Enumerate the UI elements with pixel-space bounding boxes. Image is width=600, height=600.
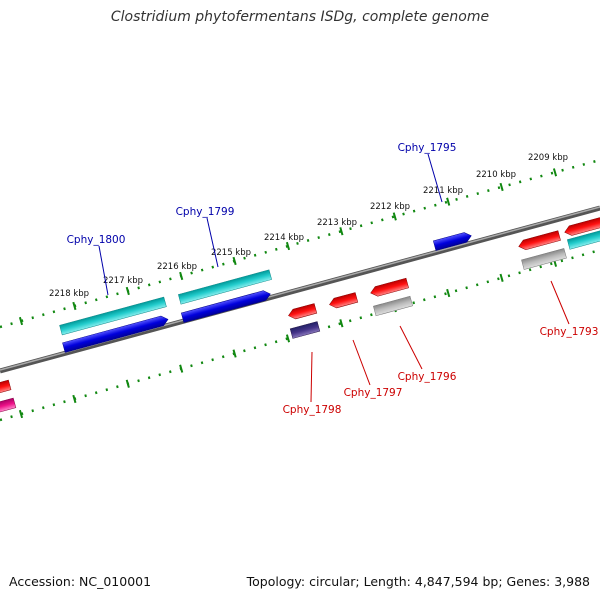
gene-label-cphy-1799[interactable]: Cphy_1799	[176, 206, 235, 218]
leader-cphy-1796	[399, 325, 423, 370]
inner-tick-4	[232, 349, 237, 358]
feature-cphy-1800-cyan[interactable]	[59, 296, 167, 336]
accession-text: Accession: NC_010001	[9, 574, 152, 589]
inner-tick-marks	[18, 258, 558, 419]
gene-cphy-1798-arrow[interactable]	[287, 303, 318, 321]
outer-tick-5	[285, 241, 291, 251]
inner-tick-1	[72, 394, 77, 404]
tick-label-3: 2215 kbp	[211, 248, 251, 258]
gene-label-cphy-1796[interactable]: Cphy_1796	[398, 371, 457, 383]
gene-cphy-1797-arrow[interactable]	[328, 292, 359, 310]
inner-tick-5	[285, 334, 291, 343]
tick-label-9: 2209 kbp	[528, 153, 568, 163]
genome-backbone	[0, 205, 600, 374]
gene-cphy-1799-arrow[interactable]	[180, 289, 271, 323]
outer-tick-9	[499, 182, 504, 192]
gene-left-edge-red-arrow[interactable]	[0, 379, 12, 396]
tick-label-1: 2217 kbp	[103, 276, 143, 286]
leader-cphy-1800	[98, 245, 109, 296]
gene-cphy-1796-arrow[interactable]	[369, 277, 409, 298]
feature-left-edge-pink[interactable]	[0, 397, 17, 416]
tick-label-5: 2213 kbp	[317, 218, 357, 228]
outer-tick-6	[339, 227, 344, 236]
tick-labels: 2218 kbp 2217 kbp 2216 kbp 2215 kbp 2214 kbp…	[49, 153, 568, 299]
leader-cphy-1799	[206, 217, 219, 268]
outer-tick-4	[232, 256, 237, 266]
gene-label-cphy-1800[interactable]: Cphy_1800	[67, 234, 126, 246]
leader-cphy-1793	[550, 280, 570, 325]
tick-label-8: 2210 kbp	[476, 170, 516, 180]
gene-label-cphy-1797[interactable]: Cphy_1797	[344, 387, 403, 399]
tick-label-4: 2214 kbp	[264, 233, 304, 243]
outer-tick-7	[392, 212, 397, 221]
tick-label-2: 2216 kbp	[157, 262, 197, 272]
feature-cphy-1793-grey[interactable]	[521, 248, 567, 270]
leader-cphy-1797	[352, 339, 371, 386]
outer-tick-3	[179, 271, 184, 281]
feature-cphy-1799-cyan[interactable]	[178, 269, 272, 305]
feature-cphy-1796-grey[interactable]	[373, 295, 413, 317]
tick-label-7: 2211 kbp	[423, 186, 463, 196]
inner-tick-0	[18, 409, 24, 419]
outer-tick-0	[18, 316, 24, 326]
gene-label-cphy-1798[interactable]: Cphy_1798	[283, 404, 342, 416]
map-title: Clostridium phytofermentans ISDg, comple…	[110, 9, 490, 25]
leader-cphy-1795	[427, 153, 443, 203]
inner-tick-9	[499, 273, 504, 282]
outer-tick-marks	[18, 168, 558, 326]
outer-tick-1	[72, 301, 77, 311]
gene-label-cphy-1795[interactable]: Cphy_1795	[398, 142, 457, 154]
inner-tick-3	[179, 364, 184, 373]
leader-cphy-1798	[310, 351, 313, 403]
outer-tick-2	[125, 286, 130, 296]
gene-cphy-1800-arrow[interactable]	[62, 314, 170, 353]
feature-cphy-1798-dark[interactable]	[289, 321, 321, 339]
tick-label-0: 2218 kbp	[49, 289, 89, 299]
outer-tick-10	[552, 168, 558, 177]
inner-tick-6	[339, 319, 344, 328]
feature-cphy-1793-cyan[interactable]	[566, 229, 600, 250]
genome-summary-text: Topology: circular; Length: 4,847,594 bp…	[246, 574, 590, 589]
tick-label-6: 2212 kbp	[370, 202, 410, 212]
outer-tick-8	[446, 197, 451, 206]
inner-tick-2	[125, 379, 130, 388]
gene-cphy-1794-arrow[interactable]	[517, 230, 561, 252]
gene-cphy-1795-arrow[interactable]	[433, 231, 472, 251]
gene-cphy-1793-arrow[interactable]	[563, 216, 600, 237]
inner-tick-8	[446, 288, 451, 298]
gene-label-cphy-1793[interactable]: Cphy_1793	[540, 326, 599, 338]
